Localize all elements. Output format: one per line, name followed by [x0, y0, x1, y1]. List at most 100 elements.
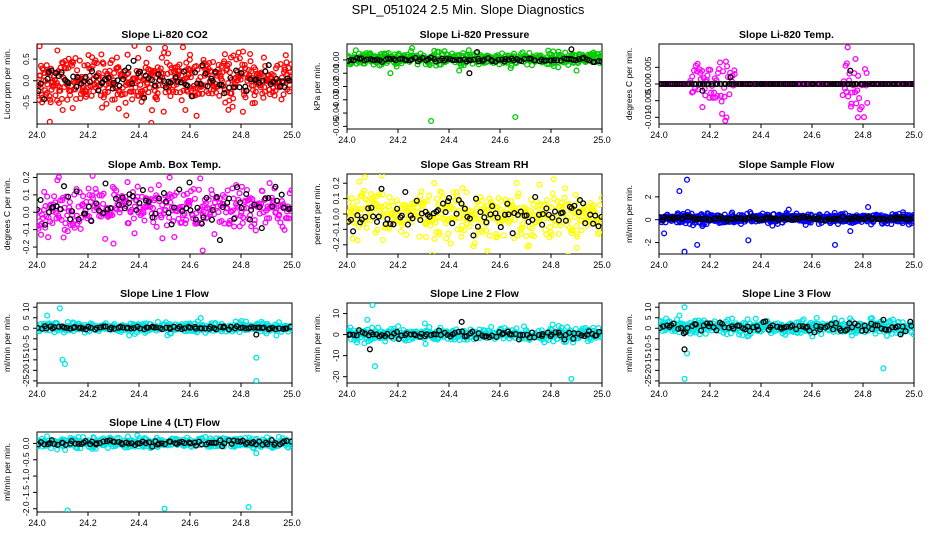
data-point — [58, 95, 65, 102]
x-tick-label: 25.0 — [905, 260, 923, 270]
data-point — [736, 331, 743, 338]
data-point — [574, 233, 581, 240]
data-point — [552, 329, 559, 336]
data-point — [378, 185, 385, 192]
data-point — [909, 80, 914, 88]
data-point — [555, 48, 562, 55]
data-point — [221, 58, 228, 65]
data-point — [278, 191, 285, 198]
data-point — [147, 186, 154, 193]
data-point — [718, 98, 725, 105]
data-point — [37, 80, 44, 87]
data-point — [212, 89, 220, 96]
data-point — [683, 350, 691, 357]
data-point — [371, 363, 379, 370]
data-point — [800, 316, 807, 323]
data-point — [450, 189, 457, 196]
data-point — [453, 210, 460, 217]
data-point — [266, 325, 273, 332]
data-point — [780, 80, 787, 88]
y-tick-label: -25 — [643, 374, 653, 387]
data-point — [288, 187, 292, 194]
data-point — [501, 211, 509, 218]
data-point — [74, 67, 81, 74]
y-tick-label: -2 — [643, 239, 653, 247]
data-point — [79, 325, 86, 332]
data-point — [231, 215, 238, 222]
data-point — [750, 324, 757, 331]
data-point — [88, 54, 96, 61]
data-point — [661, 230, 668, 237]
data-point — [370, 213, 377, 220]
data-point — [735, 215, 742, 222]
data-point — [200, 56, 207, 63]
data-point — [184, 190, 191, 197]
data-point — [273, 197, 281, 204]
data-point — [233, 67, 240, 74]
data-point — [163, 222, 170, 229]
data-point — [514, 211, 521, 218]
data-point — [65, 80, 72, 87]
data-point — [350, 331, 357, 338]
data-point — [800, 214, 807, 221]
data-point — [95, 87, 102, 94]
data-point — [186, 201, 193, 208]
data-point — [830, 80, 838, 88]
data-point — [769, 222, 776, 229]
data-point — [421, 320, 428, 327]
data-point — [592, 209, 599, 217]
y-tick-label: 5 — [21, 315, 31, 320]
data-point — [38, 220, 45, 227]
data-point — [252, 76, 259, 83]
data-point — [287, 323, 292, 330]
series-overlay — [37, 179, 292, 244]
data-point — [133, 206, 140, 214]
data-point — [265, 62, 272, 69]
data-point — [443, 235, 450, 242]
data-point — [236, 55, 243, 62]
data-point — [365, 205, 372, 212]
data-point — [74, 74, 81, 81]
data-point — [236, 199, 244, 206]
x-tick-label: 24.2 — [701, 130, 719, 140]
x-tick-label: 24.0 — [650, 389, 668, 399]
x-tick-label: 24.0 — [650, 130, 668, 140]
data-point — [186, 56, 193, 63]
data-point — [806, 327, 813, 334]
data-point — [116, 209, 123, 216]
plot-frame — [36, 173, 293, 255]
data-point — [719, 215, 726, 222]
data-point — [874, 322, 881, 329]
data-point — [354, 237, 361, 244]
data-point — [251, 92, 258, 99]
data-point — [85, 203, 92, 210]
data-point — [489, 58, 496, 65]
data-point — [495, 56, 502, 63]
data-point — [352, 47, 359, 54]
data-point — [425, 56, 432, 63]
x-tick-label: 24.4 — [130, 389, 148, 399]
data-point — [678, 325, 685, 332]
x-tick-label: 24.4 — [752, 130, 770, 140]
data-point — [523, 212, 530, 219]
data-point — [100, 200, 107, 207]
y-tick-label: 2 — [643, 194, 653, 199]
data-point — [58, 69, 65, 76]
data-point — [250, 82, 257, 89]
data-point — [186, 51, 194, 58]
data-point — [865, 204, 872, 211]
data-point — [897, 331, 904, 338]
data-point — [243, 186, 251, 194]
data-point — [543, 197, 550, 204]
data-point — [556, 332, 563, 339]
data-point — [171, 233, 178, 241]
data-point — [813, 314, 820, 321]
data-point — [73, 83, 80, 90]
data-point — [182, 220, 189, 227]
data-point — [708, 89, 715, 96]
data-point — [237, 76, 244, 83]
data-point — [149, 205, 157, 212]
data-point — [686, 220, 693, 227]
